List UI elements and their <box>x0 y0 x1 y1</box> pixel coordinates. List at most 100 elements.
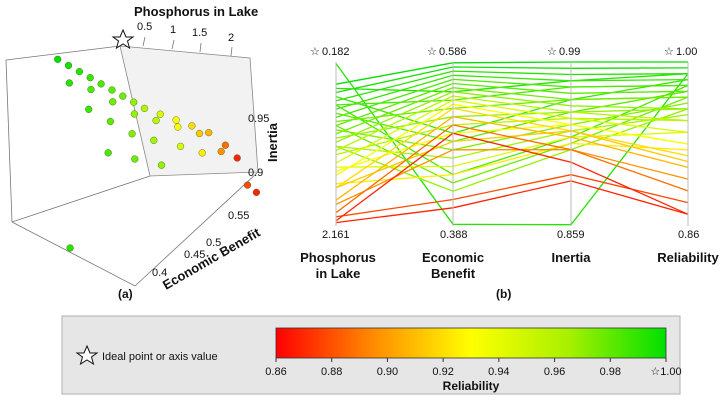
panel-a: Phosphorus in Lake 0.5 1 1.5 2 Inertia 0… <box>5 4 280 301</box>
scatter-point <box>172 116 180 124</box>
scatter-point <box>66 244 74 252</box>
axis-top-star-icon: ☆ <box>310 46 320 58</box>
panel-a-x-tick: 1 <box>170 24 176 36</box>
panel-a-x-tick: 0.5 <box>137 21 152 33</box>
scatter-point <box>243 181 252 189</box>
colorbar-tick-label: 0.88 <box>321 366 342 378</box>
axis-top-labels: ☆ 0.182 ☆ 0.586 ☆ 0.99 ☆ 1.00 <box>310 46 697 58</box>
colorbar-tick-label: 0.98 <box>600 366 621 378</box>
axis-title: Phosphorus <box>300 250 376 265</box>
parallel-line <box>335 66 689 94</box>
scatter-point <box>176 142 185 151</box>
scatter-point <box>65 79 73 87</box>
scatter-point <box>54 55 62 63</box>
parallel-line <box>335 61 688 85</box>
axis-bottom-value: 0.388 <box>440 229 468 241</box>
scatter-point <box>195 129 204 138</box>
parallel-line <box>335 103 689 176</box>
parallel-line <box>335 130 689 189</box>
scatter-point <box>157 161 166 169</box>
parallel-line <box>335 124 689 214</box>
scatter-point <box>104 149 112 157</box>
parallel-line <box>335 96 689 184</box>
parallel-line <box>335 82 689 127</box>
parallel-line <box>335 87 689 135</box>
parallel-line <box>335 99 689 164</box>
scatter-point <box>130 98 138 106</box>
legend-box: Ideal point or axis value 0.86 0.88 0.90 0.… <box>61 315 682 395</box>
panel-a-y-tick: 0.5 <box>206 237 221 249</box>
scatter-point <box>205 129 213 137</box>
colorbar-tick-label: 0.96 <box>544 366 565 378</box>
scatter-point <box>217 147 225 156</box>
scatter-point <box>221 141 230 149</box>
scatter-point <box>233 154 241 162</box>
axis-titles: Phosphorus in Lake Economic Benefit Iner… <box>300 250 719 281</box>
scatter-point <box>174 123 182 131</box>
scatter-point <box>64 61 73 70</box>
axis-top-star-icon: ☆ <box>547 46 557 58</box>
panel-a-y-tick: 0.45 <box>184 249 205 261</box>
scatter-point <box>109 98 117 106</box>
panel-a-y-title: Economic Benefit <box>160 224 263 292</box>
scatter-point <box>131 155 139 163</box>
axis-title: Reliability <box>657 250 719 265</box>
scatter-point <box>85 105 93 113</box>
panel-a-x-tick: 1.5 <box>192 27 207 39</box>
axis-top-value: 0.586 <box>439 46 467 58</box>
ideal-star-icon <box>111 28 135 50</box>
scatter-point <box>156 110 164 118</box>
axis-top-star-icon: ☆ <box>427 46 437 58</box>
scatter-point <box>106 117 115 126</box>
panel-a-z-title: Inertia <box>265 122 280 162</box>
colorbar-title: Reliability <box>443 379 500 393</box>
axis-bottom-labels: 2.161 0.388 0.859 0.86 <box>322 229 699 241</box>
parallel-line <box>335 107 689 189</box>
scatter-point <box>86 74 94 82</box>
panel-a-x-ticks: 0.5 1 1.5 2 <box>137 21 234 44</box>
scatter-point <box>188 122 196 130</box>
scatter-point <box>150 136 158 144</box>
panel-b-caption: (b) <box>496 287 511 301</box>
legend-star-icon <box>75 344 99 366</box>
scatter-point <box>130 110 139 118</box>
panel-a-x-tick: 2 <box>228 32 234 44</box>
scatter-point <box>152 116 160 125</box>
axis-top-value: 1.00 <box>676 46 697 58</box>
panel-a-x-title: Phosphorus in Lake <box>134 4 258 19</box>
legend-ideal-label: Ideal point or axis value <box>102 351 218 363</box>
axis-bottom-value: 0.86 <box>678 229 699 241</box>
parallel-line <box>335 132 689 222</box>
colorbar-tick-label: 0.92 <box>432 366 453 378</box>
axis-top-value: 0.99 <box>559 46 580 58</box>
parallel-line <box>335 116 689 201</box>
parallel-line <box>335 180 689 224</box>
parallel-line <box>335 73 689 93</box>
axis-title: in Lake <box>316 266 361 281</box>
parallel-line <box>335 78 689 119</box>
colorbar-tick-label: 0.86 <box>265 366 286 378</box>
scatter-point <box>87 85 95 94</box>
axis-title: Inertia <box>551 250 591 265</box>
scatter-point <box>140 104 149 113</box>
panel-a-y-tick: 0.4 <box>152 267 167 279</box>
panel-a-y-tick: 0.55 <box>228 210 249 222</box>
scatter-point <box>75 67 84 76</box>
panel-a-x-tickmarks <box>142 36 233 57</box>
axis-bottom-value: 2.161 <box>322 229 350 241</box>
parallel-line <box>335 91 689 143</box>
axis-title: Economic <box>422 250 484 265</box>
axis-top-value: 0.182 <box>322 46 350 58</box>
scatter-point <box>198 149 206 157</box>
scatter-point <box>97 80 105 88</box>
colorbar-tick-label: ☆1.00 <box>650 366 681 378</box>
parallel-line <box>335 95 689 152</box>
colorbar-tick-label: 0.94 <box>488 366 509 378</box>
panel-b: ☆ 0.182 ☆ 0.586 ☆ 0.99 ☆ 1.00 2.161 0.38… <box>300 46 719 301</box>
scatter-point <box>128 130 136 138</box>
parallel-axes <box>335 62 689 226</box>
parallel-line <box>335 63 689 226</box>
parallel-lines <box>335 61 689 226</box>
colorbar-tick-label: 0.90 <box>377 366 398 378</box>
scatter-point <box>119 92 127 100</box>
